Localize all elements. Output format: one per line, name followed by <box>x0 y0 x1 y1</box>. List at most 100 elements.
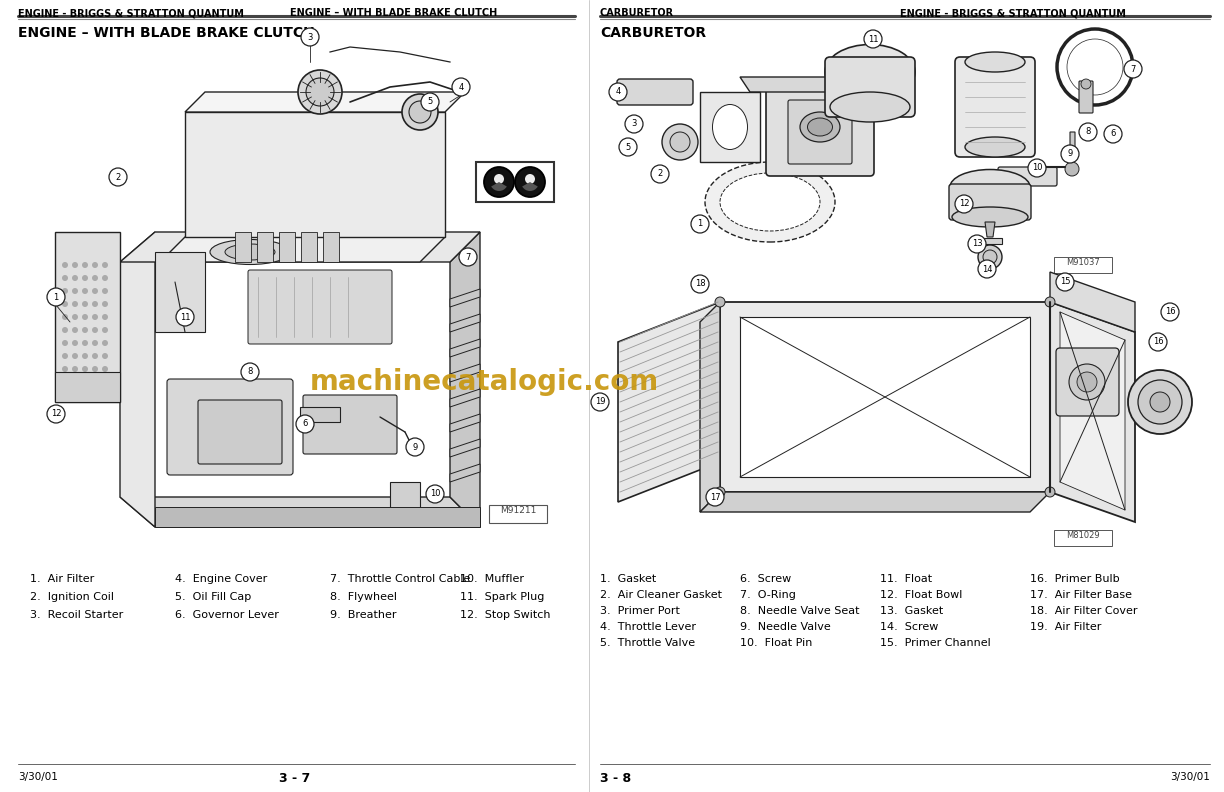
Text: M81029: M81029 <box>1066 531 1100 540</box>
Ellipse shape <box>830 92 909 122</box>
Polygon shape <box>700 302 720 512</box>
FancyBboxPatch shape <box>825 57 916 117</box>
Polygon shape <box>155 507 480 527</box>
Circle shape <box>515 167 545 197</box>
Circle shape <box>176 308 193 326</box>
Circle shape <box>92 314 98 320</box>
Circle shape <box>1138 380 1182 424</box>
Polygon shape <box>450 439 480 457</box>
Wedge shape <box>523 182 537 191</box>
Ellipse shape <box>800 112 840 142</box>
Circle shape <box>92 327 98 333</box>
Circle shape <box>1065 162 1080 176</box>
Ellipse shape <box>225 244 275 260</box>
Polygon shape <box>155 252 204 332</box>
Text: 3.  Primer Port: 3. Primer Port <box>600 606 679 616</box>
Circle shape <box>494 174 504 184</box>
Text: 9.  Needle Valve: 9. Needle Valve <box>741 622 831 632</box>
FancyBboxPatch shape <box>490 505 547 523</box>
Text: 12.  Stop Switch: 12. Stop Switch <box>460 610 551 620</box>
Text: 2: 2 <box>657 169 662 178</box>
Polygon shape <box>450 464 480 482</box>
Polygon shape <box>1050 302 1135 522</box>
Text: 18: 18 <box>695 280 705 288</box>
Circle shape <box>483 167 514 197</box>
Text: 16: 16 <box>1153 337 1163 347</box>
Circle shape <box>102 301 108 307</box>
Text: 11: 11 <box>868 35 879 44</box>
Polygon shape <box>160 237 446 262</box>
Text: machinecatalogic.com: machinecatalogic.com <box>310 368 660 396</box>
Polygon shape <box>279 232 295 262</box>
Text: 10.  Float Pin: 10. Float Pin <box>741 638 813 648</box>
FancyBboxPatch shape <box>766 83 874 176</box>
Circle shape <box>619 138 636 156</box>
Circle shape <box>978 245 1002 269</box>
Circle shape <box>670 132 690 152</box>
Circle shape <box>62 288 69 294</box>
Ellipse shape <box>950 169 1031 204</box>
Text: 6: 6 <box>302 420 307 428</box>
Text: 11.  Float: 11. Float <box>880 574 933 584</box>
FancyBboxPatch shape <box>978 238 1002 244</box>
Circle shape <box>47 288 65 306</box>
Circle shape <box>82 314 88 320</box>
Ellipse shape <box>720 173 820 231</box>
Circle shape <box>92 288 98 294</box>
Polygon shape <box>450 364 480 382</box>
Circle shape <box>62 366 69 372</box>
Circle shape <box>92 275 98 281</box>
Text: ENGINE - BRIGGS & STRATTON QUANTUM: ENGINE - BRIGGS & STRATTON QUANTUM <box>900 8 1126 18</box>
Text: 1.  Air Filter: 1. Air Filter <box>31 574 94 584</box>
Text: 8.  Flywheel: 8. Flywheel <box>330 592 397 602</box>
Circle shape <box>1077 372 1097 392</box>
Text: M91211: M91211 <box>499 506 536 515</box>
Polygon shape <box>720 302 1050 492</box>
FancyBboxPatch shape <box>955 57 1036 157</box>
Polygon shape <box>700 492 1050 512</box>
Polygon shape <box>985 222 995 237</box>
Text: 9.  Breather: 9. Breather <box>330 610 397 620</box>
Text: 10: 10 <box>430 489 441 498</box>
Text: 5.  Oil Fill Cap: 5. Oil Fill Cap <box>175 592 251 602</box>
Circle shape <box>72 327 78 333</box>
Text: 11.  Spark Plug: 11. Spark Plug <box>460 592 545 602</box>
Text: ENGINE – WITH BLADE BRAKE CLUTCH: ENGINE – WITH BLADE BRAKE CLUTCH <box>290 8 497 18</box>
FancyBboxPatch shape <box>1054 530 1111 546</box>
Circle shape <box>651 165 670 183</box>
Text: 2: 2 <box>115 173 121 181</box>
Polygon shape <box>257 232 273 262</box>
Text: 5.  Throttle Valve: 5. Throttle Valve <box>600 638 695 648</box>
Circle shape <box>92 262 98 268</box>
Text: 4: 4 <box>458 82 464 92</box>
Circle shape <box>692 215 709 233</box>
Circle shape <box>525 174 535 184</box>
Circle shape <box>493 172 506 184</box>
Polygon shape <box>1050 272 1135 332</box>
Text: 2.  Air Cleaner Gasket: 2. Air Cleaner Gasket <box>600 590 722 600</box>
Circle shape <box>1045 487 1055 497</box>
Circle shape <box>62 353 69 359</box>
FancyBboxPatch shape <box>248 270 392 344</box>
Text: 12.  Float Bowl: 12. Float Bowl <box>880 590 962 600</box>
Text: ENGINE – WITH BLADE BRAKE CLUTCH: ENGINE – WITH BLADE BRAKE CLUTCH <box>18 26 315 40</box>
FancyBboxPatch shape <box>998 167 1058 186</box>
Circle shape <box>406 438 424 456</box>
Text: 19.  Air Filter: 19. Air Filter <box>1031 622 1102 632</box>
Text: 7.  O-Ring: 7. O-Ring <box>741 590 796 600</box>
Text: ENGINE - BRIGGS & STRATTON QUANTUM: ENGINE - BRIGGS & STRATTON QUANTUM <box>18 8 244 18</box>
Polygon shape <box>300 407 340 422</box>
Circle shape <box>1149 333 1166 351</box>
Circle shape <box>715 297 725 307</box>
Circle shape <box>82 275 88 281</box>
Polygon shape <box>618 302 720 502</box>
Circle shape <box>102 275 108 281</box>
Circle shape <box>662 124 698 160</box>
Text: 3 - 8: 3 - 8 <box>600 772 632 785</box>
Circle shape <box>524 172 536 184</box>
Text: 7: 7 <box>465 253 471 261</box>
Wedge shape <box>490 182 508 192</box>
Text: 4.  Engine Cover: 4. Engine Cover <box>175 574 267 584</box>
Circle shape <box>72 353 78 359</box>
Circle shape <box>706 488 725 506</box>
